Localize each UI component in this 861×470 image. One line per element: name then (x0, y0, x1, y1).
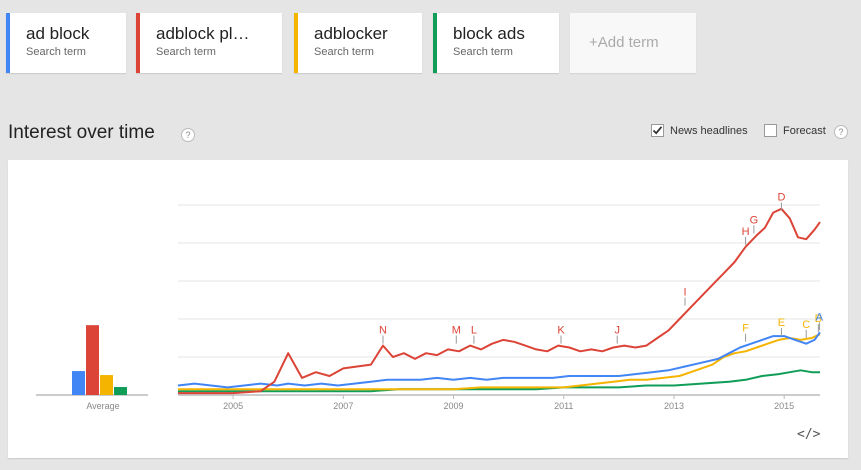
term-card-adblock-plus[interactable]: adblock pl… Search term (136, 13, 282, 73)
x-tick-label: 2011 (554, 401, 573, 411)
news-headlines-label[interactable]: News headlines (670, 125, 748, 137)
annotation-label: F (742, 323, 749, 335)
forecast-checkbox[interactable] (764, 124, 777, 137)
average-label: Average (86, 401, 119, 411)
embed-code-icon[interactable]: </> (797, 427, 821, 442)
x-tick-label: 2013 (664, 401, 684, 411)
x-tick-label: 2007 (333, 401, 353, 411)
term-type: Search term (314, 46, 374, 58)
term-card-ad-block[interactable]: ad block Search term (6, 13, 126, 73)
term-type: Search term (156, 46, 216, 58)
forecast-help-icon[interactable]: ? (834, 125, 848, 139)
x-tick-label: 2009 (444, 401, 464, 411)
annotation-label: A (816, 311, 824, 323)
average-bar (86, 325, 99, 395)
check-icon (652, 126, 663, 135)
series-line (178, 207, 821, 395)
annotation-label: K (557, 325, 565, 337)
term-card-block-ads[interactable]: block ads Search term (433, 13, 559, 73)
term-card-adblocker[interactable]: adblocker Search term (294, 13, 422, 73)
annotation-label: B (815, 313, 822, 325)
interest-chart: 2005 2007 2009 2011 2013 2015 Average N M L K J I HG D… (36, 192, 824, 411)
annotation-label: D (777, 192, 785, 204)
annotation-label: J (614, 325, 620, 337)
annotation-label: L (471, 325, 477, 337)
series-line (177, 331, 821, 389)
x-tick-label: 2015 (774, 401, 794, 411)
add-term-button[interactable]: +Add term (570, 13, 696, 73)
term-type: Search term (453, 46, 513, 58)
news-headlines-checkbox[interactable] (651, 124, 664, 137)
annotation-label: N (379, 325, 387, 337)
annotation-label: C (802, 319, 810, 331)
forecast-label[interactable]: Forecast (783, 125, 826, 137)
add-term-label: +Add term (589, 34, 659, 51)
annotation-label: E (778, 317, 785, 329)
help-icon[interactable]: ? (181, 128, 195, 142)
chart-card: 2005 2007 2009 2011 2013 2015 Average N M L K J I H G D… (8, 160, 848, 458)
annotation-label: H (742, 226, 750, 238)
annotation-label: G (750, 214, 759, 226)
term-name: adblock pl… (156, 24, 250, 43)
term-name: adblocker (314, 24, 388, 43)
average-bar (114, 387, 127, 395)
x-tick-label: 2005 (223, 401, 243, 411)
term-name: ad block (26, 24, 90, 43)
annotation-label: I (683, 287, 686, 299)
average-bar (72, 371, 85, 395)
section-title: Interest over time (8, 122, 155, 143)
term-type: Search term (26, 46, 86, 58)
annotation-label: M (452, 325, 461, 337)
term-name: block ads (453, 24, 525, 43)
average-bar (100, 375, 113, 395)
series-line (178, 333, 821, 391)
